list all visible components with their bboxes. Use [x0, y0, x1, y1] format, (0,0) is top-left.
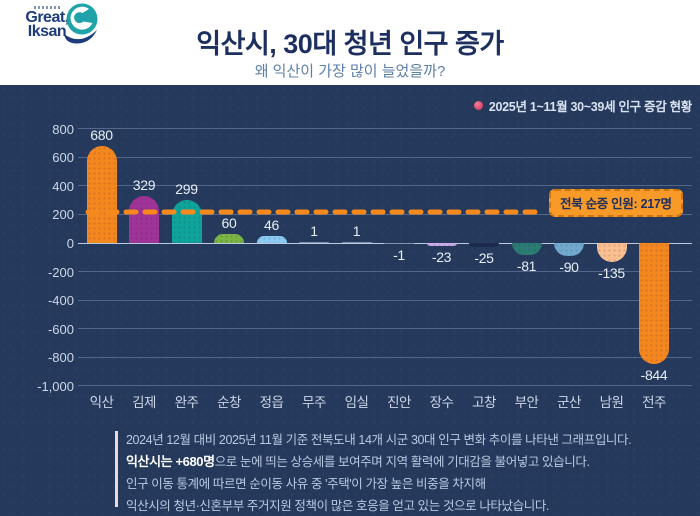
chart-bar-2 [129, 196, 159, 243]
category-label: 순창 [217, 395, 241, 410]
y-axis-tick-label: 0 [66, 236, 74, 251]
bar-value-label: -1 [393, 247, 405, 263]
city-logo: Great, Iksan [8, 2, 138, 52]
category-label: 무주 [302, 395, 326, 410]
footer-accent-bar [115, 431, 118, 507]
footer-text-block: 2024년 12월 대비 2025년 11월 기준 전북도내 14개 시군 30… [126, 429, 690, 516]
footer-line: 익산시는 +680명으로 눈에 띄는 상승세를 보여주며 지역 활력에 기대감을… [126, 451, 690, 473]
y-axis-tick-label: -800 [47, 350, 74, 366]
y-axis-tick-label: 400 [52, 178, 74, 194]
category-label: 남원 [599, 395, 624, 410]
chart-bar-3 [171, 200, 202, 243]
y-axis-tick-label: 600 [52, 150, 74, 166]
logo-line2: Iksan [27, 23, 67, 40]
y-axis-tick-label: -1,000 [37, 378, 74, 394]
footer-bold-1: 익산시는 +680명 [126, 454, 215, 469]
bar-value-label: -81 [516, 257, 537, 274]
footer-line: 인구 이동 통계에 따르면 순이동 사유 중 '주택'이 가장 높은 비중을 차… [126, 473, 690, 495]
y-axis-tick-label: 200 [52, 207, 74, 223]
chart-bar-9 [426, 243, 457, 247]
chart-bar-5 [256, 236, 287, 243]
footer-text-3: 익산시의 청년·신혼부부 주거지원 정책이 많은 호응을 얻고 있는 것으로 나… [126, 499, 549, 513]
bar-value-label: 60 [221, 215, 237, 232]
reference-annotation-badge: 전북 순증 인원: 217명 [549, 189, 683, 217]
chart-bar-6 [299, 242, 329, 243]
chart-bar-10 [469, 243, 499, 247]
iksan-emblem-icon [64, 3, 98, 44]
category-label: 고창 [472, 395, 496, 410]
chart-bar-12 [554, 243, 584, 256]
bar-value-label: 1 [352, 223, 361, 239]
footer-line: 익산시의 청년·신혼부부 주거지원 정책이 많은 호응을 얻고 있는 것으로 나… [126, 495, 690, 516]
header: Great, Iksan 익산시, 30대 청년 인구 증가 왜 익산이 가장 … [0, 0, 700, 85]
footer-note: 2024년 12월 대비 2025년 11월 기준 전북도내 14개 시군 30… [115, 429, 690, 516]
legend-label: 2025년 1~11월 30~39세 인구 증감 현황 [488, 100, 692, 114]
gridline--800 [78, 356, 692, 358]
gridline--200 [78, 271, 692, 273]
category-label: 김제 [132, 395, 156, 410]
gridline-800 [78, 128, 692, 130]
chart-bar-11 [511, 243, 542, 255]
footer-text-2: 인구 이동 통계에 따르면 순이동 사유 중 '주택'이 가장 높은 비중을 차… [126, 477, 486, 491]
page-subtitle: 왜 익산이 가장 많이 늘었을까? [254, 63, 446, 80]
chart-bar-4 [214, 234, 244, 243]
bar-value-label: -25 [474, 249, 494, 266]
y-axis-tick-label: -200 [47, 264, 74, 280]
chart-bar-14 [639, 243, 669, 364]
bar-value-label: -23 [431, 249, 452, 266]
category-label: 전주 [642, 395, 666, 410]
legend-dot-icon [473, 101, 483, 110]
category-label: 군산 [557, 395, 581, 410]
gridline-600 [78, 156, 692, 158]
footer-text-0: 2024년 12월 대비 2025년 11월 기준 전북도내 14개 시군 30… [126, 433, 632, 447]
footer-text-1: 으로 눈에 띄는 상승세를 보여주며 지역 활력에 기대감을 불어넣고 있습니다… [214, 455, 590, 469]
category-label: 임실 [344, 395, 369, 410]
logo-slogan-micro-text [34, 6, 62, 9]
chart-panel: 2025년 1~11월 30~39세 인구 증감 현황 800 600 400 200… [0, 85, 700, 516]
y-axis-tick-label: 800 [52, 121, 74, 137]
gridline--1000 [78, 385, 692, 387]
bar-value-label: 299 [175, 181, 198, 198]
bar-value-label: -844 [640, 366, 668, 383]
chart-bar-8 [384, 243, 414, 244]
bar-value-label: -135 [598, 265, 625, 282]
gridline--600 [78, 328, 692, 330]
category-label: 완주 [174, 395, 199, 410]
gridline--400 [78, 299, 692, 301]
bar-value-label: 680 [90, 126, 113, 143]
category-label: 진안 [387, 395, 411, 410]
footer-line: 2024년 12월 대비 2025년 11월 기준 전북도내 14개 시군 30… [126, 429, 690, 451]
category-label: 정읍 [259, 395, 284, 410]
category-label: 장수 [429, 395, 454, 410]
chart-bar-13 [596, 243, 627, 263]
y-axis-tick-label: -600 [47, 321, 74, 337]
chart-bar-7 [341, 242, 372, 243]
logo-line1: Great, [25, 9, 69, 26]
chart-legend: 2025년 1~11월 30~39세 인구 증감 현황 [473, 96, 692, 115]
bar-value-label: -90 [559, 258, 579, 275]
category-label: 익산 [89, 395, 114, 410]
logo-wordmark: Great, Iksan [8, 9, 86, 40]
bar-value-label: 46 [264, 217, 279, 234]
gridline-400 [78, 185, 692, 187]
category-label: 부안 [514, 395, 539, 410]
page-title: 익산시, 30대 청년 인구 증가 [196, 29, 504, 59]
bar-value-label: 329 [132, 177, 156, 194]
y-axis-tick-label: -400 [47, 293, 74, 309]
chart-bar-1 [86, 145, 117, 243]
bar-value-label: 1 [310, 223, 318, 239]
